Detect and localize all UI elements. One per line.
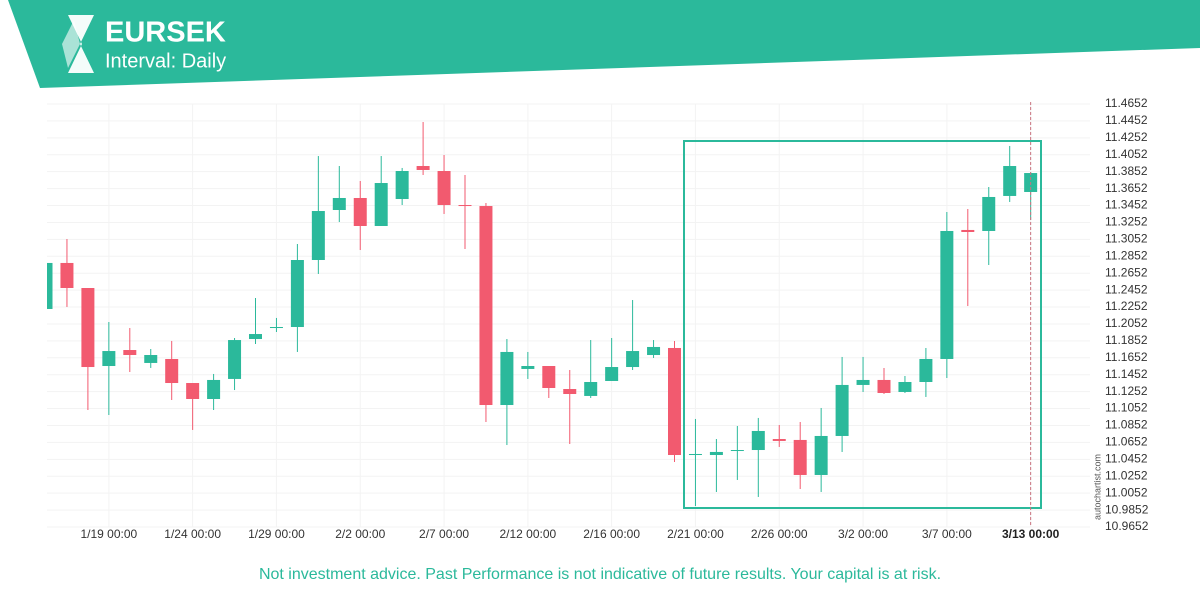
disclaimer: Not investment advice. Past Performance … [259, 566, 941, 583]
x-tick-label: 2/12 00:00 [499, 527, 556, 541]
candle-body [416, 166, 430, 170]
candle-body [982, 196, 996, 231]
y-tick-label: 11.1252 [1105, 384, 1148, 398]
y-tick-label: 11.0652 [1105, 435, 1148, 449]
candle-body [81, 288, 95, 368]
x-tick-label: 2/26 00:00 [751, 527, 808, 541]
header-banner [8, 0, 1200, 88]
x-tick-label: 2/2 00:00 [335, 527, 385, 541]
candle-body [269, 327, 283, 329]
candle-body [647, 346, 661, 356]
candle-body [47, 262, 53, 309]
plot-area [47, 122, 1038, 507]
watermark: autochartist.com [1092, 454, 1102, 520]
symbol-title: EURSEK [105, 17, 226, 49]
y-tick-label: 11.3052 [1105, 232, 1148, 246]
y-tick-label: 11.1652 [1105, 350, 1148, 364]
candle-body [940, 230, 954, 359]
candle-body [877, 379, 891, 393]
candle-body [1003, 166, 1017, 196]
x-tick-label: 2/7 00:00 [419, 527, 469, 541]
candle-body [374, 183, 388, 226]
candle-body [919, 358, 933, 382]
y-tick-label: 11.0252 [1105, 468, 1148, 482]
candle-body [668, 347, 681, 456]
y-tick-label: 11.1452 [1105, 367, 1148, 381]
candle-body [730, 450, 744, 452]
candle-body [563, 389, 577, 395]
x-tick-label: 3/7 00:00 [922, 527, 972, 541]
x-tick-label: 1/29 00:00 [248, 527, 305, 541]
y-tick-label: 11.2052 [1105, 316, 1148, 330]
candle-body [207, 379, 221, 400]
candle-body [898, 381, 912, 392]
candle-body [961, 229, 975, 232]
grid [47, 103, 1090, 528]
y-tick-label: 11.2652 [1105, 265, 1148, 279]
candle-body [605, 367, 619, 381]
candle-body [249, 334, 262, 340]
y-tick-label: 11.2452 [1105, 282, 1148, 296]
x-tick-label: 2/16 00:00 [583, 527, 640, 541]
y-tick-label: 11.3452 [1105, 198, 1148, 212]
candle-body [500, 351, 514, 406]
candle-body [751, 430, 765, 451]
candle-body [395, 171, 409, 200]
candle-body [290, 260, 304, 328]
candle-body [186, 383, 200, 400]
y-tick-label: 11.2252 [1105, 299, 1148, 313]
candle-body [542, 366, 556, 389]
candle-body [353, 197, 367, 226]
candle-body [60, 262, 74, 289]
candle-body [458, 205, 472, 207]
axes: 11.4652 11.4452 11.4252 11.4052 11.3852 11.36… [80, 96, 1148, 541]
candle-body [626, 351, 640, 368]
candle-body [123, 350, 137, 356]
candle-body [584, 381, 598, 396]
candle-body [793, 439, 807, 475]
candle-body [311, 211, 325, 261]
candle-body [814, 435, 828, 475]
candle-body [102, 351, 116, 367]
candle-body [165, 358, 179, 384]
candle-body [856, 379, 870, 385]
y-tick-label: 11.4252 [1105, 130, 1148, 144]
candle-body [332, 197, 346, 211]
candle-body [437, 171, 451, 206]
candle-body [144, 355, 158, 363]
y-tick-label: 11.4652 [1105, 96, 1148, 110]
y-tick-label: 11.0452 [1105, 451, 1148, 465]
y-tick-label: 11.1052 [1105, 401, 1148, 415]
candle-body [772, 439, 786, 441]
y-tick-label: 11.3852 [1105, 164, 1148, 178]
y-tick-label: 11.1852 [1105, 333, 1148, 347]
candle-body [521, 366, 535, 369]
y-tick-label: 11.3652 [1105, 181, 1148, 195]
y-tick-label: 10.9652 [1105, 519, 1149, 533]
x-tick-label: 3/2 00:00 [838, 527, 888, 541]
candle-body [479, 206, 493, 406]
x-tick-label: 3/13 00:00 [1002, 527, 1060, 541]
y-tick-label: 11.4452 [1105, 113, 1148, 127]
y-tick-label: 11.0052 [1105, 485, 1148, 499]
candle-body [835, 384, 849, 436]
y-tick-label: 11.0852 [1105, 418, 1148, 432]
candle-body [709, 451, 723, 456]
x-tick-label: 1/24 00:00 [164, 527, 221, 541]
x-tick-label: 1/19 00:00 [80, 527, 137, 541]
logo [62, 15, 94, 73]
y-tick-label: 11.4052 [1105, 147, 1148, 161]
pattern-box [683, 140, 1042, 509]
candle-body [688, 453, 702, 456]
x-tick-label: 2/21 00:00 [667, 527, 724, 541]
candle-body [228, 340, 242, 379]
interval-subtitle: Interval: Daily [105, 50, 226, 72]
y-tick-label: 11.3252 [1105, 215, 1148, 229]
y-tick-label: 11.2852 [1105, 248, 1148, 262]
y-tick-label: 10.9852 [1105, 502, 1149, 516]
